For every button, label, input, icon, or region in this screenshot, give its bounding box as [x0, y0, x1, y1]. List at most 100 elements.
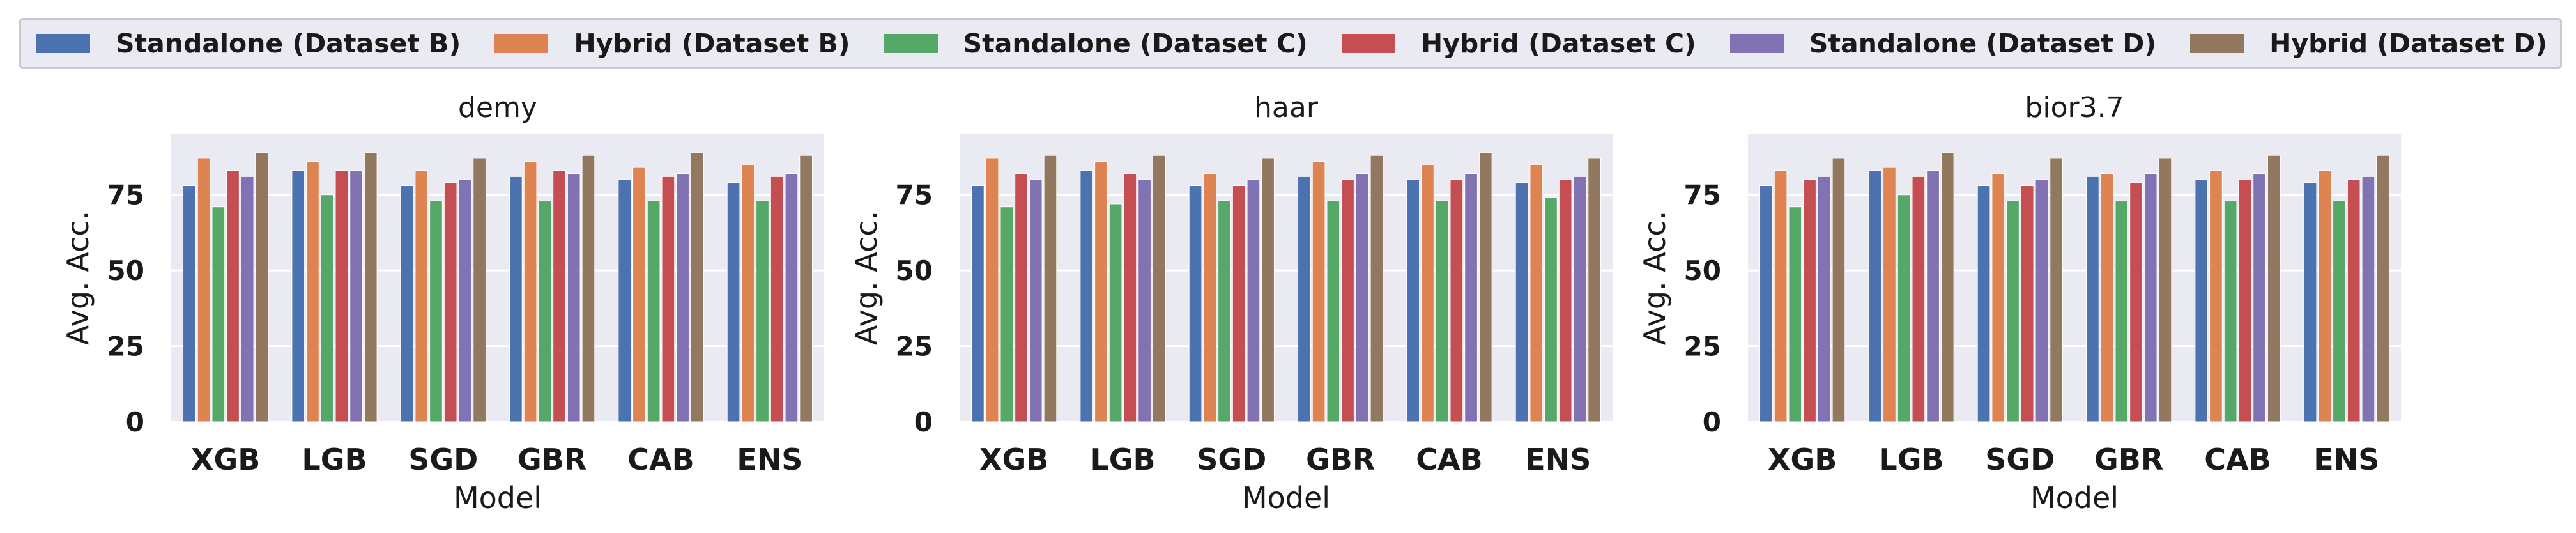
bar[interactable]: [1803, 179, 1816, 422]
legend-item-hybrid-d[interactable]: Hybrid (Dataset D): [2190, 28, 2547, 59]
bar[interactable]: [1788, 206, 1802, 422]
bar[interactable]: [756, 200, 769, 422]
bar[interactable]: [1188, 185, 1202, 422]
bar[interactable]: [1573, 176, 1587, 422]
bar[interactable]: [1912, 176, 1926, 422]
bar[interactable]: [1450, 179, 1464, 422]
bar[interactable]: [785, 173, 799, 422]
bar[interactable]: [1897, 194, 1911, 422]
bar[interactable]: [1246, 179, 1261, 422]
bar[interactable]: [1152, 155, 1166, 422]
bar[interactable]: [2050, 158, 2063, 422]
bar[interactable]: [1883, 167, 1896, 422]
bar[interactable]: [1218, 200, 1231, 422]
bar[interactable]: [1478, 151, 1492, 422]
bar[interactable]: [2100, 173, 2114, 422]
bar[interactable]: [2115, 200, 2129, 422]
bar[interactable]: [1558, 179, 1572, 422]
legend-item-hybrid-c[interactable]: Hybrid (Dataset C): [1341, 28, 1696, 59]
bar[interactable]: [581, 155, 595, 422]
bar[interactable]: [1080, 170, 1094, 422]
bar[interactable]: [971, 185, 985, 422]
legend-item-standalone-b[interactable]: Standalone (Dataset B): [36, 28, 461, 59]
bar[interactable]: [2020, 185, 2034, 422]
bar[interactable]: [400, 185, 414, 422]
bar[interactable]: [2318, 170, 2332, 422]
bar[interactable]: [1043, 155, 1057, 422]
bar[interactable]: [306, 161, 319, 422]
bar[interactable]: [364, 151, 378, 422]
bar[interactable]: [2303, 182, 2317, 422]
bar[interactable]: [1926, 170, 1940, 422]
bar[interactable]: [2333, 200, 2346, 422]
bar[interactable]: [618, 179, 632, 422]
bar[interactable]: [538, 200, 552, 422]
bar[interactable]: [1312, 161, 1326, 422]
legend-item-hybrid-b[interactable]: Hybrid (Dataset B): [494, 28, 850, 59]
bar[interactable]: [1232, 185, 1246, 422]
bar[interactable]: [2158, 158, 2172, 422]
bar[interactable]: [1529, 164, 1544, 422]
bar[interactable]: [183, 185, 196, 422]
bar[interactable]: [1464, 173, 1478, 422]
bar[interactable]: [1588, 158, 1601, 422]
bar[interactable]: [2195, 179, 2209, 422]
bar[interactable]: [443, 182, 457, 422]
bar[interactable]: [1421, 164, 1434, 422]
bar[interactable]: [2238, 179, 2252, 422]
bar[interactable]: [1138, 179, 1151, 422]
bar[interactable]: [1817, 176, 1831, 422]
bar[interactable]: [2253, 173, 2266, 422]
bar[interactable]: [2209, 170, 2223, 422]
bar[interactable]: [349, 170, 363, 422]
bar[interactable]: [1108, 203, 1123, 422]
bar[interactable]: [429, 200, 443, 422]
bar[interactable]: [799, 155, 813, 422]
bar[interactable]: [770, 176, 784, 422]
bar[interactable]: [1991, 173, 2005, 422]
bar[interactable]: [647, 200, 661, 422]
bar[interactable]: [320, 194, 334, 422]
bar[interactable]: [240, 176, 254, 422]
bar[interactable]: [690, 151, 704, 422]
bar[interactable]: [2267, 155, 2281, 422]
bar[interactable]: [291, 170, 305, 422]
bar[interactable]: [1000, 206, 1014, 422]
bar[interactable]: [1355, 173, 1369, 422]
bar[interactable]: [1435, 200, 1449, 422]
bar[interactable]: [226, 170, 240, 422]
bar[interactable]: [1774, 170, 1788, 422]
bar[interactable]: [335, 170, 349, 422]
bar[interactable]: [2361, 176, 2375, 422]
bar[interactable]: [676, 173, 689, 422]
bar[interactable]: [661, 176, 675, 422]
legend-item-standalone-c[interactable]: Standalone (Dataset C): [884, 28, 1308, 59]
bar[interactable]: [1123, 173, 1137, 422]
bar[interactable]: [1094, 161, 1108, 422]
bar[interactable]: [1832, 158, 1846, 422]
bar[interactable]: [741, 164, 755, 422]
bar[interactable]: [1759, 185, 1773, 422]
bar[interactable]: [2223, 200, 2237, 422]
bar[interactable]: [2129, 182, 2143, 422]
bar[interactable]: [509, 176, 523, 422]
bar[interactable]: [1406, 179, 1420, 422]
bar[interactable]: [567, 173, 581, 422]
bar[interactable]: [1544, 197, 1558, 422]
bar[interactable]: [197, 158, 211, 422]
bar[interactable]: [1868, 170, 1882, 422]
bar[interactable]: [1977, 185, 1991, 422]
bar[interactable]: [726, 182, 740, 422]
bar[interactable]: [415, 170, 429, 422]
bar[interactable]: [1515, 182, 1529, 422]
bar[interactable]: [1261, 158, 1275, 422]
bar[interactable]: [523, 161, 537, 422]
bar[interactable]: [211, 206, 226, 422]
bar[interactable]: [1029, 179, 1043, 422]
bar[interactable]: [632, 167, 646, 422]
bar[interactable]: [1298, 176, 1311, 422]
bar[interactable]: [1203, 173, 1217, 422]
bar[interactable]: [2143, 173, 2158, 422]
bar[interactable]: [458, 179, 472, 422]
bar[interactable]: [2376, 155, 2389, 422]
